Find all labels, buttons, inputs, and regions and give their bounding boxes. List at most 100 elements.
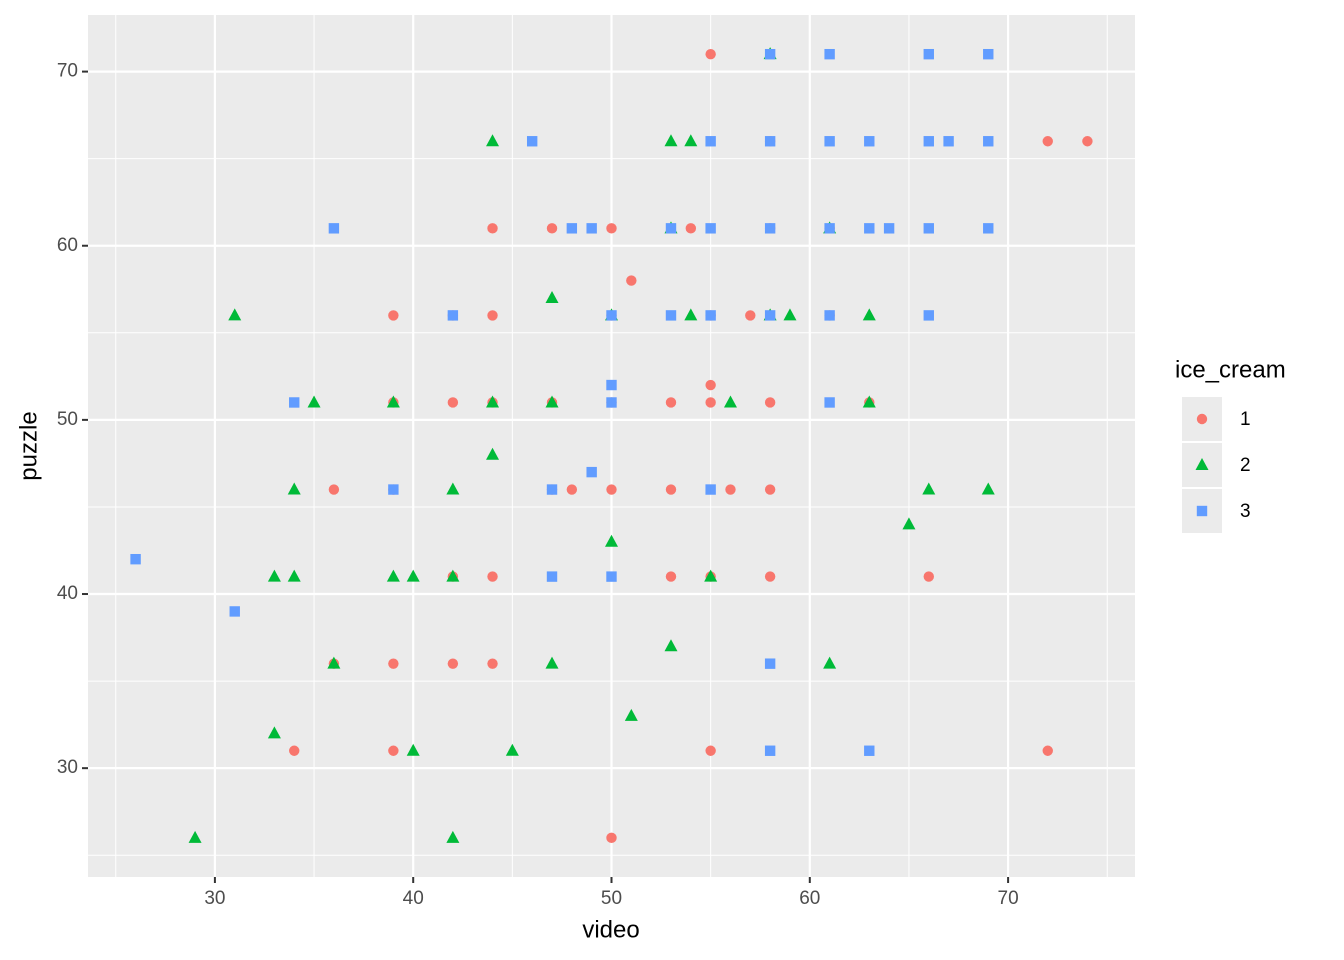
point [606,397,617,408]
legend-label: 1 [1240,409,1251,430]
point [386,569,400,582]
point [665,223,677,234]
point [983,136,994,147]
point [764,136,776,147]
point [1082,136,1093,147]
legend-marker [1196,505,1208,517]
legend-marker [1196,413,1208,425]
point [228,308,242,321]
point [566,223,578,234]
y-axis-title: puzzle [15,411,42,480]
point [406,743,420,756]
y-tick-label: 70 [57,61,78,82]
point [545,290,559,303]
point [783,308,797,321]
point [606,832,617,844]
point [606,223,617,234]
point [705,379,716,391]
point [923,136,934,147]
point [287,482,301,495]
point [943,136,954,147]
x-tick-label: 70 [998,888,1019,909]
point [764,745,776,756]
point [981,482,995,495]
point [923,571,934,582]
point [289,397,300,408]
point [704,569,718,582]
point [487,310,498,321]
point [328,223,340,234]
point [327,656,341,669]
point [725,484,736,495]
point [487,571,498,582]
point [446,482,460,495]
point [764,397,776,408]
point [546,571,558,582]
y-tick-label: 50 [57,409,78,430]
legend-label: 2 [1240,455,1251,476]
point [486,134,500,147]
point [307,395,321,408]
x-axis-title: video [582,916,639,943]
point [505,743,519,756]
point [723,395,737,408]
x-tick-label: 50 [601,888,622,909]
point [684,134,698,147]
point [545,395,559,408]
point [267,726,281,739]
point [823,656,837,669]
point [626,275,637,286]
point [665,310,677,321]
point [923,48,934,60]
point [923,223,934,234]
legend-marker [1195,458,1209,470]
point [586,466,597,478]
point [1042,136,1053,147]
point [705,745,716,756]
point [862,308,876,321]
point [388,745,399,756]
point [764,310,776,321]
point [864,745,875,756]
point [922,482,936,495]
point [923,310,934,321]
point [566,484,578,495]
x-tick-label: 30 [204,888,225,909]
point [188,830,202,843]
point [705,223,716,234]
point [902,517,916,530]
y-tick-label: 30 [57,757,78,778]
point [386,395,400,408]
point [406,569,420,582]
point [1042,745,1053,756]
point [605,534,618,547]
point [764,658,776,669]
point [487,658,498,669]
point [684,308,698,321]
point [824,48,835,60]
point [664,134,678,147]
point [824,310,835,321]
point [446,830,460,843]
x-tick-label: 60 [799,888,820,909]
point [705,48,716,60]
point [546,223,558,234]
point [883,223,895,234]
point [606,310,617,321]
point [606,571,617,582]
point [665,397,677,408]
point [447,658,459,669]
point [764,223,776,234]
point [824,223,835,234]
point [486,447,500,460]
point [764,484,776,495]
point [526,136,538,147]
point [665,484,677,495]
point [289,745,300,756]
point [606,379,617,391]
point [705,310,716,321]
point [705,484,716,495]
point [388,658,399,669]
